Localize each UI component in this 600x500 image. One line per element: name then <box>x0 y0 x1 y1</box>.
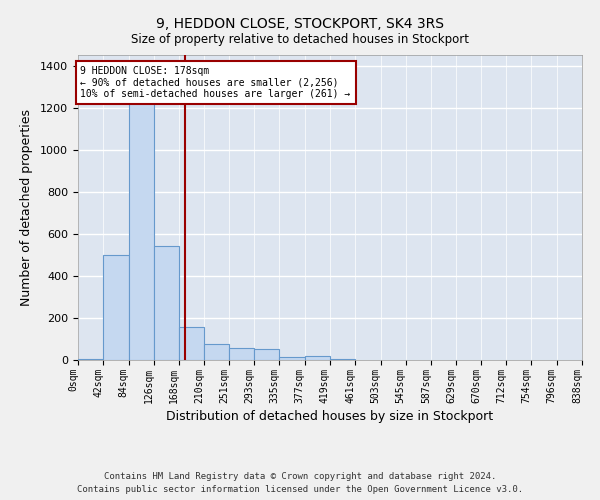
Text: 9, HEDDON CLOSE, STOCKPORT, SK4 3RS: 9, HEDDON CLOSE, STOCKPORT, SK4 3RS <box>156 18 444 32</box>
Bar <box>128 99 154 360</box>
Bar <box>254 350 280 360</box>
Bar <box>330 359 355 360</box>
Bar <box>78 359 103 360</box>
Y-axis label: Number of detached properties: Number of detached properties <box>20 109 33 306</box>
Bar <box>179 328 205 360</box>
Text: Size of property relative to detached houses in Stockport: Size of property relative to detached ho… <box>131 32 469 46</box>
Bar <box>305 356 330 360</box>
X-axis label: Distribution of detached houses by size in Stockport: Distribution of detached houses by size … <box>166 410 494 423</box>
Bar <box>154 246 179 360</box>
Bar <box>103 255 128 360</box>
Bar <box>229 348 254 360</box>
Text: Contains HM Land Registry data © Crown copyright and database right 2024.
Contai: Contains HM Land Registry data © Crown c… <box>77 472 523 494</box>
Bar <box>205 344 229 360</box>
Text: 9 HEDDON CLOSE: 178sqm
← 90% of detached houses are smaller (2,256)
10% of semi-: 9 HEDDON CLOSE: 178sqm ← 90% of detached… <box>80 66 350 98</box>
Bar <box>280 357 305 360</box>
